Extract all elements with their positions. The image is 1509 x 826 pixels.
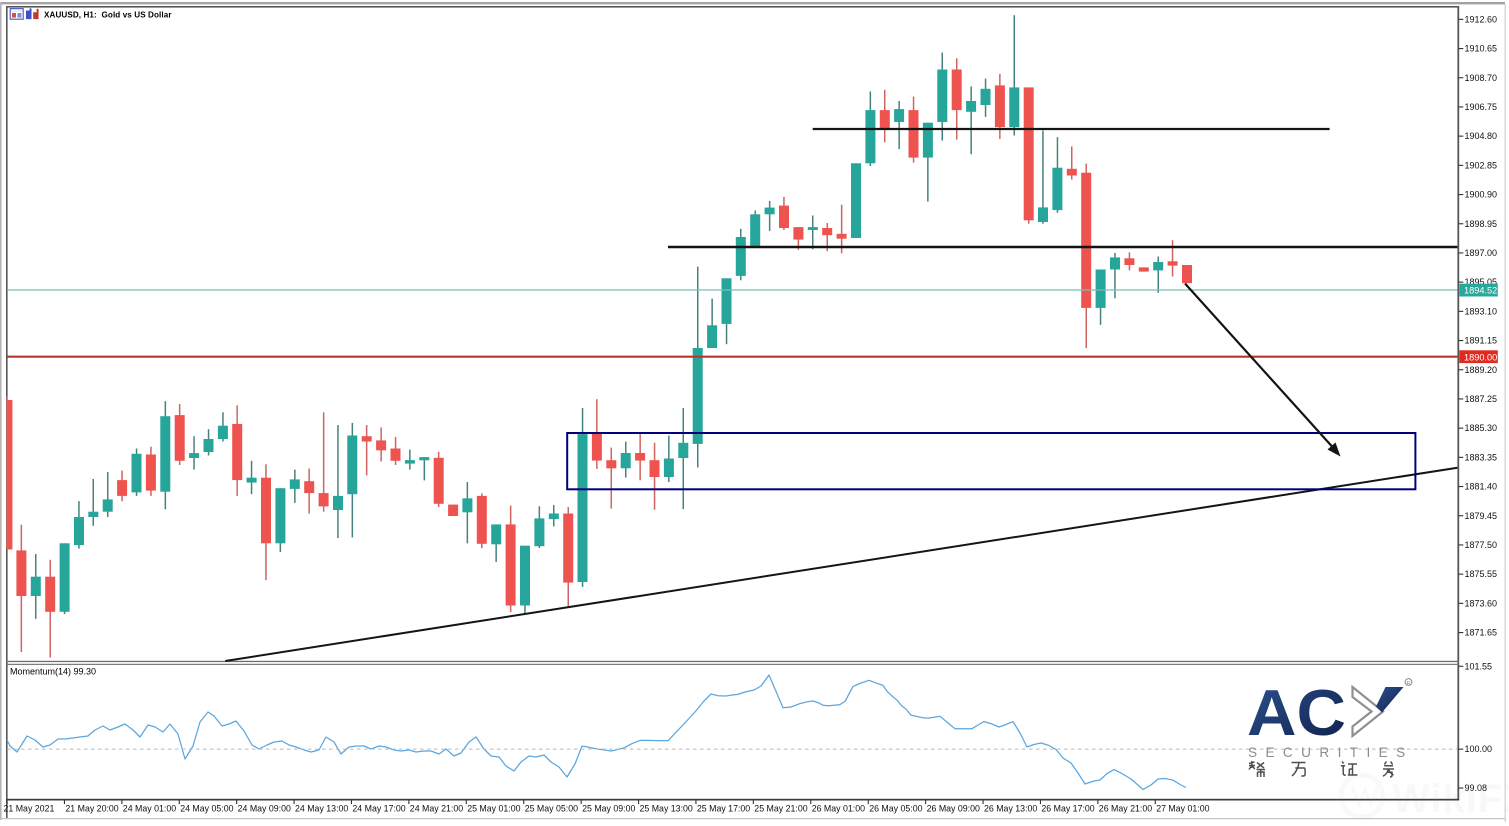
svg-text:24 May 01:00: 24 May 01:00 (123, 804, 176, 814)
svg-text:1873.60: 1873.60 (1465, 598, 1498, 608)
svg-text:1897.00: 1897.00 (1465, 248, 1498, 258)
svg-text:100.00: 100.00 (1465, 744, 1493, 754)
svg-text:1893.10: 1893.10 (1465, 306, 1498, 316)
svg-text:1902.85: 1902.85 (1465, 160, 1498, 170)
svg-text:R: R (1407, 681, 1411, 687)
svg-text:XAUUSD, H1: Gold vs US Dollar: XAUUSD, H1: Gold vs US Dollar (44, 10, 172, 19)
svg-text:26 May 09:00: 26 May 09:00 (927, 804, 980, 814)
svg-text:26 May 01:00: 26 May 01:00 (812, 804, 865, 814)
svg-text:25 May 13:00: 25 May 13:00 (640, 804, 693, 814)
svg-text:1891.15: 1891.15 (1465, 336, 1498, 346)
svg-text:AC: AC (1247, 676, 1346, 749)
svg-text:101.55: 101.55 (1465, 661, 1493, 671)
svg-text:1910.65: 1910.65 (1465, 44, 1498, 54)
svg-text:Momentum(14) 99.30: Momentum(14) 99.30 (10, 667, 96, 677)
svg-text:24 May 13:00: 24 May 13:00 (295, 804, 348, 814)
svg-text:24 May 17:00: 24 May 17:00 (352, 804, 405, 814)
svg-text:1877.50: 1877.50 (1465, 540, 1498, 550)
svg-text:25 May 17:00: 25 May 17:00 (697, 804, 750, 814)
svg-text:25 May 01:00: 25 May 01:00 (467, 804, 520, 814)
svg-text:1904.80: 1904.80 (1465, 131, 1498, 141)
svg-text:1889.20: 1889.20 (1465, 365, 1498, 375)
svg-text:24 May 09:00: 24 May 09:00 (238, 804, 291, 814)
svg-text:1879.45: 1879.45 (1465, 511, 1498, 521)
svg-text:1895.05: 1895.05 (1465, 277, 1498, 287)
svg-text:1900.90: 1900.90 (1465, 190, 1498, 200)
svg-text:21 May 20:00: 21 May 20:00 (65, 804, 118, 814)
svg-text:1898.95: 1898.95 (1465, 219, 1498, 229)
svg-text:1885.30: 1885.30 (1465, 423, 1498, 433)
svg-text:SECURITIES: SECURITIES (1248, 745, 1414, 760)
svg-text:25 May 05:00: 25 May 05:00 (525, 804, 578, 814)
svg-text:26 May 05:00: 26 May 05:00 (869, 804, 922, 814)
svg-text:1883.35: 1883.35 (1465, 452, 1498, 462)
svg-text:26 May 21:00: 26 May 21:00 (1099, 804, 1152, 814)
svg-text:99.08: 99.08 (1465, 783, 1488, 793)
svg-text:25 May 09:00: 25 May 09:00 (582, 804, 635, 814)
svg-text:1906.75: 1906.75 (1465, 102, 1498, 112)
svg-text:27 May 01:00: 27 May 01:00 (1156, 804, 1209, 814)
svg-text:1887.25: 1887.25 (1465, 394, 1498, 404)
svg-text:21 May 2021: 21 May 2021 (4, 804, 55, 814)
svg-text:24 May 21:00: 24 May 21:00 (410, 804, 463, 814)
svg-text:1912.60: 1912.60 (1465, 14, 1498, 24)
svg-text:1881.40: 1881.40 (1465, 482, 1498, 492)
svg-text:1908.70: 1908.70 (1465, 73, 1498, 83)
svg-text:1894.52: 1894.52 (1464, 286, 1497, 296)
svg-text:1871.65: 1871.65 (1465, 628, 1498, 638)
svg-text:WikiFX: WikiFX (1392, 777, 1509, 821)
svg-text:26 May 17:00: 26 May 17:00 (1041, 804, 1094, 814)
svg-text:24 May 05:00: 24 May 05:00 (180, 804, 233, 814)
svg-text:1890.00: 1890.00 (1464, 352, 1497, 362)
svg-text:1875.55: 1875.55 (1465, 569, 1498, 579)
svg-text:25 May 21:00: 25 May 21:00 (754, 804, 807, 814)
svg-text:26 May 13:00: 26 May 13:00 (984, 804, 1037, 814)
